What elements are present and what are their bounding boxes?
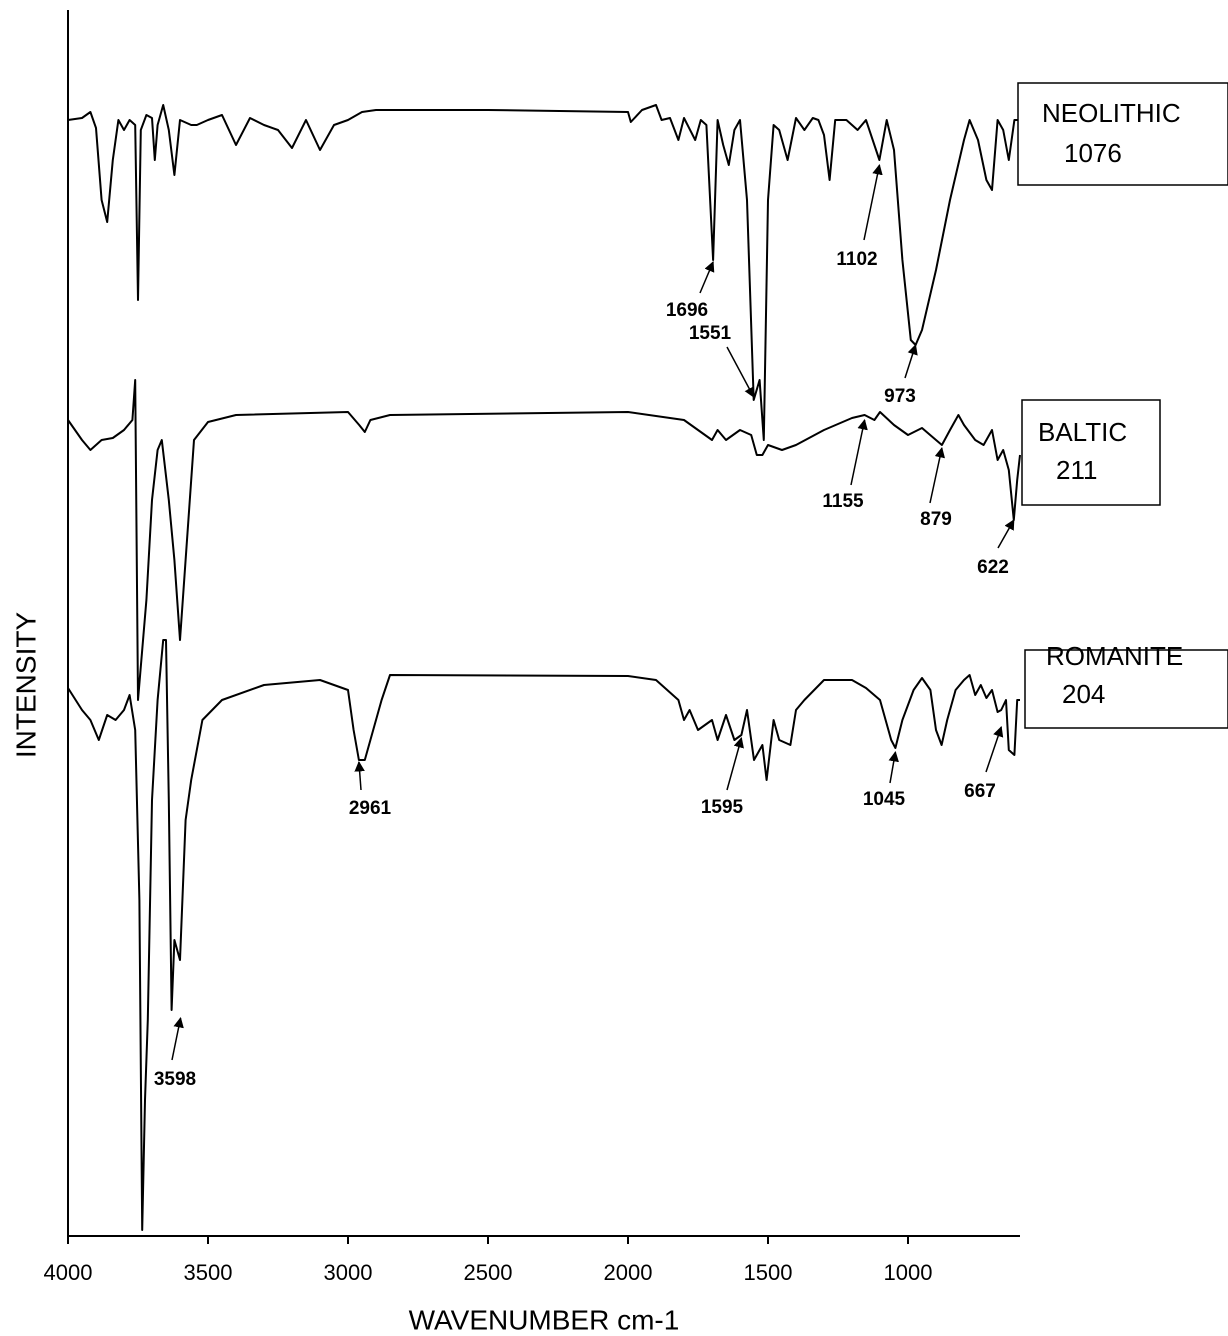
x-tick-label: 2000	[604, 1260, 653, 1285]
peak-label: 2961	[349, 798, 392, 819]
peak-label: 879	[920, 509, 952, 530]
legend-name: ROMANITE	[1046, 641, 1183, 671]
peak-arrow	[904, 343, 918, 379]
peak-arrow	[726, 736, 744, 791]
legend-box	[1017, 82, 1228, 186]
legend-sample: 204	[1062, 679, 1105, 709]
legend-box	[1021, 399, 1161, 506]
peak-arrow	[997, 519, 1015, 549]
legend-box	[1024, 649, 1228, 729]
peak-label: 973	[884, 386, 916, 407]
x-tick-label: 1500	[744, 1260, 793, 1285]
peak-arrow	[985, 726, 1004, 773]
y-axis-title: INTENSITY	[10, 612, 41, 759]
peak-arrow	[726, 346, 755, 398]
peak-label: 3598	[154, 1069, 196, 1090]
peak-arrow	[171, 1016, 184, 1061]
peak-label: 1102	[836, 249, 877, 270]
peak-label: 1696	[666, 300, 708, 321]
x-tick-label: 3000	[324, 1260, 373, 1285]
spectrum-line	[67, 104, 1020, 441]
legend-name: NEOLITHIC	[1042, 98, 1181, 128]
peak-arrow	[888, 750, 899, 784]
peak-arrow	[929, 446, 946, 504]
peak-label: 622	[977, 557, 1009, 578]
legend-sample: 1076	[1064, 138, 1122, 168]
peak-arrow	[699, 261, 715, 294]
legend-sample: 211	[1056, 455, 1097, 485]
x-axis-title: WAVENUMBER cm-1	[409, 1304, 680, 1335]
peak-arrow	[354, 760, 365, 791]
x-tick-label: 4000	[44, 1260, 93, 1285]
peak-label: 667	[964, 781, 996, 802]
peak-arrow	[850, 418, 868, 486]
x-tick-label: 3500	[184, 1260, 233, 1285]
x-tick-label: 2500	[464, 1260, 513, 1285]
x-tick-label: 1000	[884, 1260, 933, 1285]
spectrum-line	[67, 379, 1021, 701]
legend-name: BALTIC	[1038, 417, 1127, 447]
peak-label: 1551	[689, 323, 732, 344]
spectrum-line	[67, 639, 1020, 1231]
peak-label: 1045	[863, 789, 906, 810]
peak-arrow	[863, 163, 883, 241]
peak-label: 1595	[701, 797, 744, 818]
peak-label: 1155	[822, 491, 864, 512]
